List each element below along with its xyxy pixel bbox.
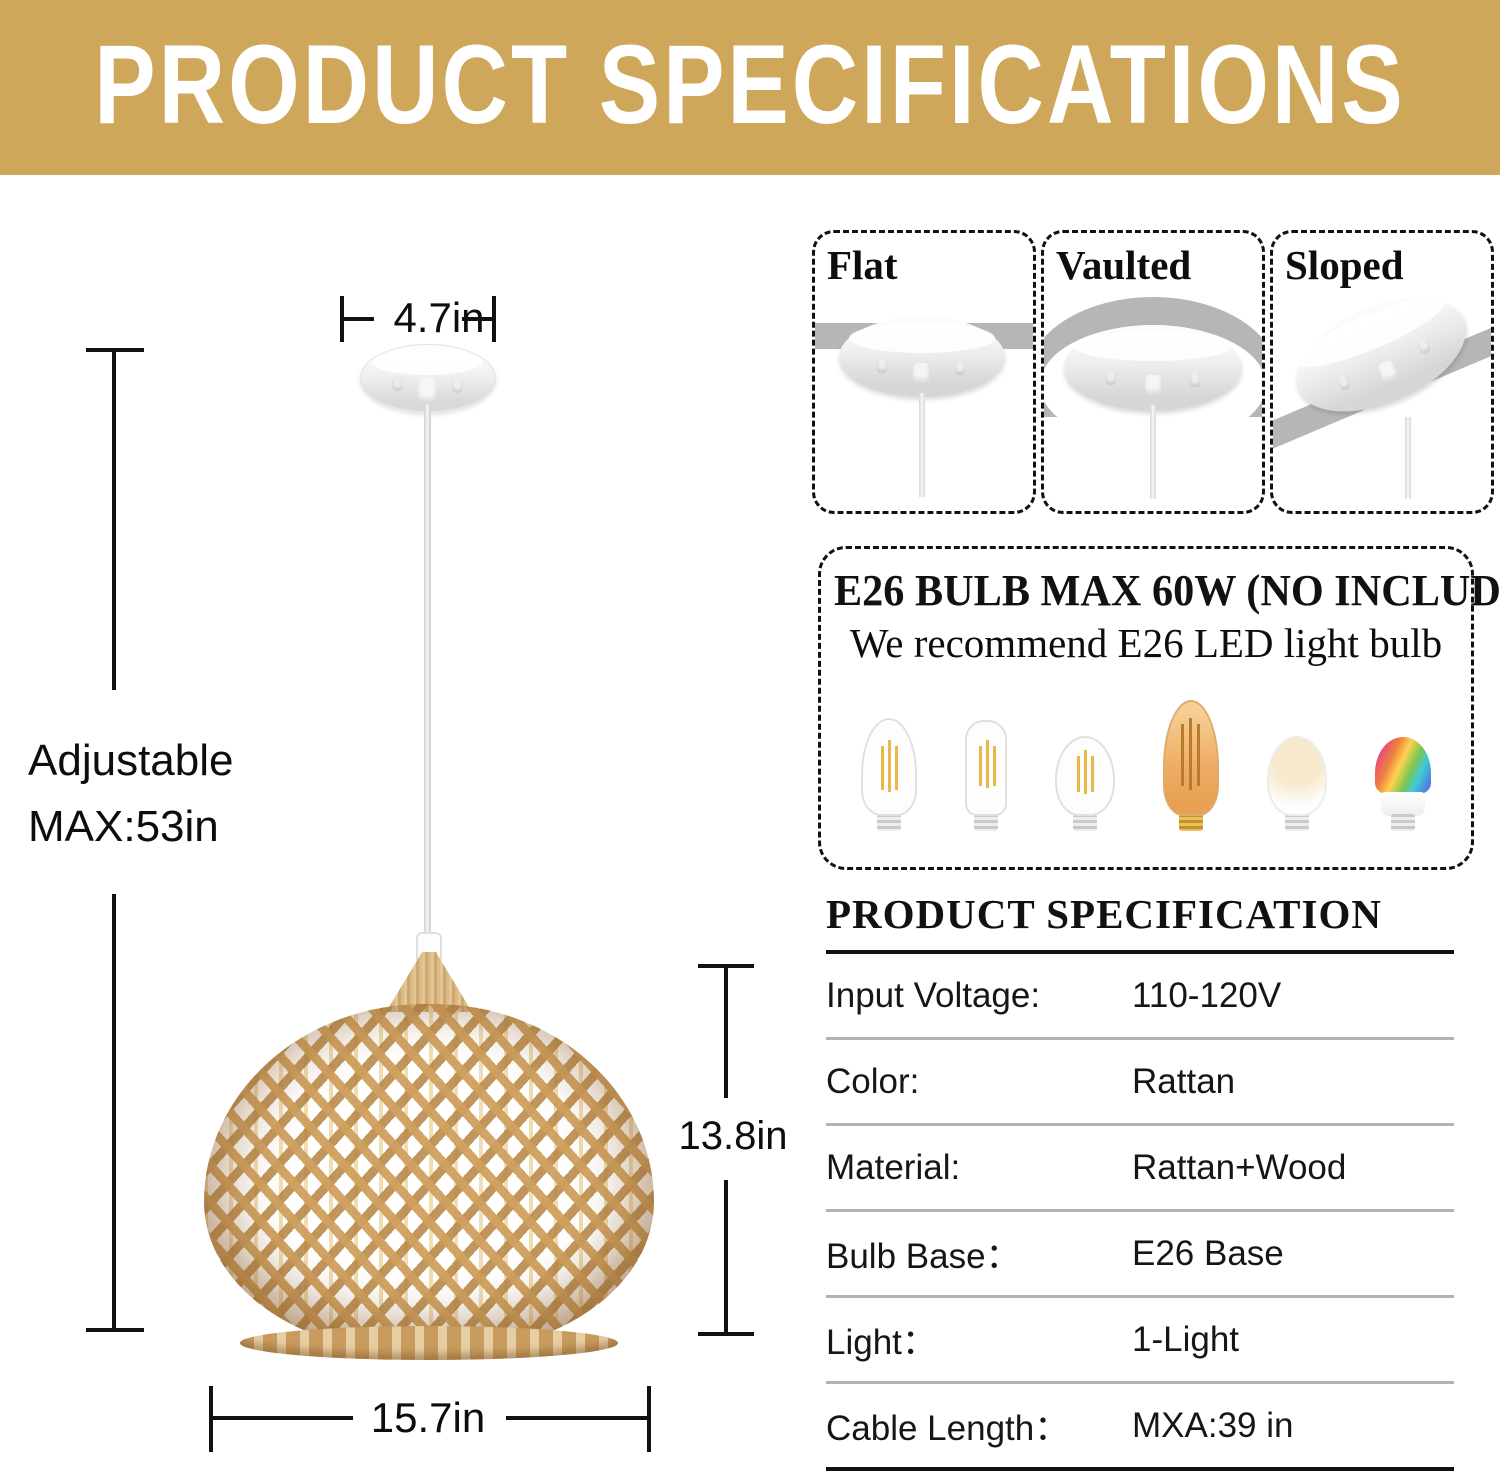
wood-socket-cone	[386, 952, 472, 1012]
spec-label: Material:	[826, 1147, 961, 1187]
row-divider	[826, 1037, 1454, 1040]
adjustable-label: Adjustable MAX:53in	[28, 728, 233, 860]
dim-53in-line-upper	[112, 350, 116, 690]
bulb-box-subtitle: We recommend E26 LED light bulb	[849, 620, 1443, 666]
vaulted-canopy	[1064, 325, 1242, 411]
table-row: Material: Rattan+Wood	[826, 1126, 1454, 1209]
table-row: Bulb Base： E26 Base	[826, 1212, 1454, 1295]
dim-15in-tick-right	[647, 1386, 651, 1452]
dim-13in-line-lower	[724, 1180, 728, 1334]
mount-box-sloped: Sloped	[1270, 230, 1494, 514]
rattan-shade	[204, 1004, 654, 1352]
row-divider	[826, 1295, 1454, 1298]
adjustable-label-line2: MAX:53in	[28, 802, 219, 851]
dim-4in-stub-right	[462, 317, 492, 321]
mount-label-vaulted: Vaulted	[1056, 242, 1192, 288]
row-divider	[826, 1381, 1454, 1384]
spec-label: Input Voltage:	[826, 975, 1041, 1015]
spec-label: Color:	[826, 1061, 920, 1101]
dim-4in-stub-left	[344, 317, 374, 321]
mount-box-flat: Flat	[812, 230, 1036, 514]
bulb-recommendation-box: E26 BULB MAX 60W (NO INCLUDED) We recomm…	[818, 546, 1500, 870]
flat-canopy	[839, 317, 1005, 397]
canopy-stem	[418, 378, 436, 402]
spec-label: Light：	[826, 1323, 937, 1362]
bulb-row	[861, 700, 1431, 831]
spec-value: 1-Light	[1132, 1319, 1240, 1359]
table-row: Cable Length： MXA:39 in	[826, 1384, 1454, 1467]
rgb-smart-bulb-icon	[1375, 737, 1431, 831]
table-row: Input Voltage: 110-120V	[826, 954, 1454, 1037]
st64-amber-edison-bulb-icon	[1163, 700, 1219, 831]
mount-label-sloped: Sloped	[1285, 242, 1404, 288]
bulb-box-title: E26 BULB MAX 60W (NO INCLUDED)	[834, 566, 1500, 615]
dim-15in-line-right	[506, 1416, 651, 1420]
dim-13in-bar-bottom	[698, 1332, 754, 1336]
dim-4in-tick-right	[492, 296, 496, 342]
spec-table-title: PRODUCT SPECIFICATION	[826, 891, 1382, 937]
dim-53in-bar-bottom	[86, 1328, 144, 1332]
spec-label: Cable Length：	[826, 1409, 1070, 1448]
spec-table: PRODUCT SPECIFICATION Input Voltage: 110…	[826, 886, 1454, 1471]
spec-label: Bulb Base：	[826, 1237, 1021, 1276]
dim-13in-line-upper	[724, 966, 728, 1098]
row-divider	[826, 1123, 1454, 1126]
dim-15in-tick-left	[209, 1386, 213, 1452]
dim-53in-line-lower	[112, 894, 116, 1330]
canopy-screw-right	[452, 378, 463, 393]
sloped-canopy	[1279, 275, 1483, 435]
table-row: Light： 1-Light	[826, 1298, 1454, 1381]
canopy-screw-left	[392, 376, 403, 391]
mount-box-vaulted: Vaulted	[1041, 230, 1265, 514]
dim-15in-line-left	[213, 1416, 353, 1420]
st64-clear-filament-bulb-icon	[861, 718, 917, 831]
a19-frosted-warm-bulb-icon	[1267, 736, 1327, 831]
a19-clear-filament-bulb-icon	[1055, 736, 1115, 831]
t45-tube-filament-bulb-icon	[965, 720, 1007, 831]
spec-value: Rattan+Wood	[1132, 1147, 1347, 1187]
dim-4in-tick-left	[340, 296, 344, 342]
spec-value: 110-120V	[1132, 975, 1282, 1015]
spec-value: MXA:39 in	[1132, 1405, 1294, 1445]
table-row: Color: Rattan	[826, 1040, 1454, 1123]
mount-label-flat: Flat	[827, 242, 898, 288]
canopy-highlight	[372, 349, 482, 375]
spec-value: Rattan	[1132, 1061, 1236, 1101]
pendant-cord	[424, 404, 431, 938]
spec-table-top-rule	[826, 950, 1454, 954]
shade-height-label: 13.8in	[678, 1114, 788, 1158]
sloped-cord	[1405, 417, 1411, 499]
banner: PRODUCT SPECIFICATIONS	[0, 0, 1500, 175]
row-divider	[826, 1209, 1454, 1212]
adjustable-label-line1: Adjustable	[28, 736, 234, 785]
flat-cord	[919, 393, 925, 497]
spec-value: E26 Base	[1132, 1233, 1284, 1273]
shade-width-label: 15.7in	[370, 1394, 486, 1441]
vaulted-cord	[1150, 405, 1156, 499]
page-title: PRODUCT SPECIFICATIONS	[94, 22, 1406, 148]
rattan-shade-rim	[240, 1326, 618, 1360]
spec-table-bottom-rule	[826, 1467, 1454, 1471]
